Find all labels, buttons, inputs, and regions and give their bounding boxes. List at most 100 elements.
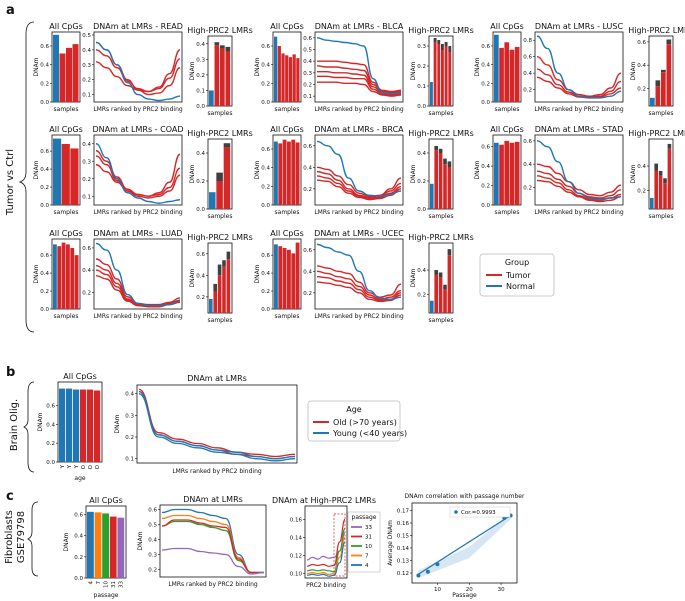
- cancer-ucec-high-bar: [434, 274, 438, 313]
- cancer-luad-lmr-tumor-line-0: [95, 258, 181, 306]
- cancer-brca-lmr-frame: [314, 134, 404, 206]
- c-high-title: DNAm at High-PRC2 LMRs: [272, 496, 376, 505]
- c-high-xlabel: PRC2 binding: [306, 582, 346, 589]
- cancer-coad-lmr-xlabel: LMRs ranked by PRC2 binding: [93, 209, 183, 216]
- c-high-line-p31: [306, 518, 346, 567]
- cancer-blca-high-gray-bar: [441, 44, 444, 50]
- cancer-read-lmr-xlabel: LMRs ranked by PRC2 binding: [93, 106, 183, 113]
- cancer-blca-lmr-xlabel: LMRs ranked by PRC2 binding: [314, 106, 404, 113]
- b-lmr-title: DNAm at LMRs: [187, 374, 247, 383]
- cancer-blca-high-ytick-label: 0.1: [417, 84, 426, 90]
- c-high-ytick-label: 0.12: [290, 554, 302, 560]
- cancer-lusc-allcpgs-ytick-label: 0.0: [481, 100, 490, 106]
- cancer-luad-lmr-title: DNAm at LMRs - LUAD: [93, 229, 182, 238]
- c-allcpgs-bar: [109, 516, 117, 578]
- cancer-coad-high-ylabel: DNAm: [189, 164, 196, 183]
- c-allcpgs-ytick-label: 0.6: [74, 512, 83, 518]
- side-label-brain-olig: Brain Olig.: [9, 399, 20, 451]
- cancer-brca-high-ytick-label: 0.4: [417, 151, 426, 157]
- b-lmr-ylabel: DNAm: [114, 414, 121, 433]
- c-allcpgs-bar: [102, 513, 109, 578]
- c-scatter-point: [416, 573, 421, 578]
- panel-label-a: a: [6, 3, 15, 18]
- b-allcpgs-bar: [80, 389, 87, 462]
- b-allcpgs-title: All CpGs: [63, 372, 97, 381]
- cancer-luad-high-gray-bar: [222, 260, 226, 267]
- cancer-ucec-lmr-tumor-line-3: [316, 281, 402, 303]
- cancer-blca-lmr-tumor-line-3: [316, 75, 402, 96]
- cancer-brca-high-bar: [438, 153, 443, 209]
- cancer-lusc-high-ytick-label: 0.4: [637, 63, 646, 69]
- c-allcpgs-ylabel: DNAm: [63, 532, 70, 551]
- c-lmr-frame: [159, 504, 267, 578]
- c-lmr-line-p33: [161, 547, 265, 575]
- cancer-read-lmr-tumor-line-2: [95, 49, 181, 93]
- cancer-luad-lmr-frame: [93, 238, 183, 310]
- cancer-read-high-gray-bar: [225, 46, 231, 52]
- cancer-stad-high-ylabel: DNAm: [630, 164, 637, 183]
- cancer-brca-allcpgs-ytick-label: 0.0: [261, 203, 270, 209]
- cancer-coad-lmr-ytick-label: 0.3: [82, 159, 91, 165]
- cancer-lusc-allcpgs-bar: [499, 47, 504, 102]
- cancer-stad-lmr-ytick-label: 0.2: [523, 186, 532, 192]
- cancer-coad-lmr-tumor-line-2: [95, 155, 181, 199]
- cancer-coad-lmr-ytick-label: 0.2: [82, 177, 91, 183]
- cancer-blca-allcpgs-xlabel: samples: [275, 106, 300, 113]
- cancer-lusc-lmr-ytick-label: 0.2: [523, 88, 532, 94]
- cancer-coad-high-bar: [216, 181, 223, 209]
- b-allcpgs-ytick-label: 0.4: [46, 422, 55, 428]
- cancer-lusc-allcpgs-ytick-label: 0.6: [481, 44, 490, 50]
- b-allcpgs-ytick-label: 0.2: [46, 441, 55, 447]
- cancer-read-allcpgs-ylabel: DNAm: [33, 57, 40, 76]
- cancer-brca-high-ytick-label: 0.2: [417, 179, 426, 185]
- cancer-ucec-allcpgs-ytick-label: 0.2: [261, 289, 270, 295]
- cancer-brca-allcpgs-xlabel: samples: [275, 209, 300, 216]
- cancer-stad-high-bar: [654, 170, 658, 209]
- cancer-ucec-high-gray-bar: [447, 249, 452, 256]
- cancer-brca-allcpgs-ytick-label: 0.6: [261, 147, 270, 153]
- cancer-ucec-lmr-tumor-line-0: [316, 265, 402, 298]
- age-legend-title: Age: [346, 405, 362, 414]
- group-legend-label-0: Tumor: [505, 271, 531, 280]
- cancer-blca-allcpgs-bar: [277, 46, 281, 102]
- side-label-tumor-vs-ctrl: Tumor vs Ctrl: [5, 149, 16, 216]
- cancer-luad-lmr-xlabel: LMRs ranked by PRC2 binding: [93, 313, 183, 320]
- age-legend-frame: [307, 400, 401, 442]
- cancer-brca-allcpgs-bar: [282, 139, 287, 205]
- cancer-luad-high-bar: [222, 266, 226, 313]
- cancer-read-allcpgs-bar: [72, 44, 79, 102]
- cancer-blca-allcpgs-bar: [285, 55, 289, 102]
- cancer-stad-allcpgs-ylabel: DNAm: [474, 160, 481, 179]
- cancer-brca-allcpgs-bar: [278, 143, 283, 205]
- cancer-brca: All CpGs 0.0 0.2 0.4 0.6 DNAm samples DNAm at L…: [254, 125, 474, 220]
- cancer-luad-allcpgs-bar: [53, 244, 57, 309]
- c-allcpgs-ytick-label: 0.4: [74, 534, 83, 540]
- cancer-lusc-allcpgs-xlabel: samples: [495, 106, 520, 113]
- cancer-coad-high-gray-bar: [216, 172, 223, 181]
- cancer-blca-high-gray-bar: [448, 46, 452, 52]
- c-scatter-ytick-label: 0.14: [397, 546, 410, 552]
- cancer-read-high-ylabel: DNAm: [189, 61, 196, 80]
- cancer-luad-lmr-ytick-label: 0.6: [82, 246, 91, 252]
- cancer-read-allcpgs-bar: [59, 53, 66, 102]
- cancer-ucec-lmr-title: DNAm at LMRs - UCEC: [314, 229, 404, 238]
- cancer-lusc-allcpgs-ylabel: DNAm: [474, 57, 481, 76]
- cancer-blca-high-bar: [433, 42, 437, 106]
- c-allcpgs-xtick-label: 31: [111, 581, 117, 588]
- cancer-lusc-high-bar: [666, 44, 672, 106]
- c-allcpgs-bar: [117, 517, 125, 578]
- cancer-ucec-lmr-xlabel: LMRs ranked by PRC2 binding: [314, 313, 404, 320]
- cancer-blca-lmr-ytick-label: 0.4: [303, 59, 312, 65]
- group-legend-title: Group: [505, 258, 529, 267]
- cancer-read-high-bar: [225, 51, 231, 106]
- cancer-coad-high-ytick-label: 0.4: [196, 151, 205, 157]
- cancer-blca-lmr-tumor-line-4: [317, 81, 402, 97]
- cancer-brca-lmr-ytick-label: 0.6: [303, 144, 312, 150]
- cancer-brca-high-ytick-label: 0.0: [417, 207, 426, 213]
- cancer-ucec-lmr-frame: [314, 238, 404, 310]
- cancer-luad-lmr-tumor-line-2: [95, 269, 181, 307]
- cancer-stad-high-ytick-label: 0.4: [637, 164, 646, 170]
- cancer-stad-lmr-tumor-line-3: [536, 179, 622, 203]
- cancer-read-allcpgs-ytick-label: 0.6: [40, 44, 49, 50]
